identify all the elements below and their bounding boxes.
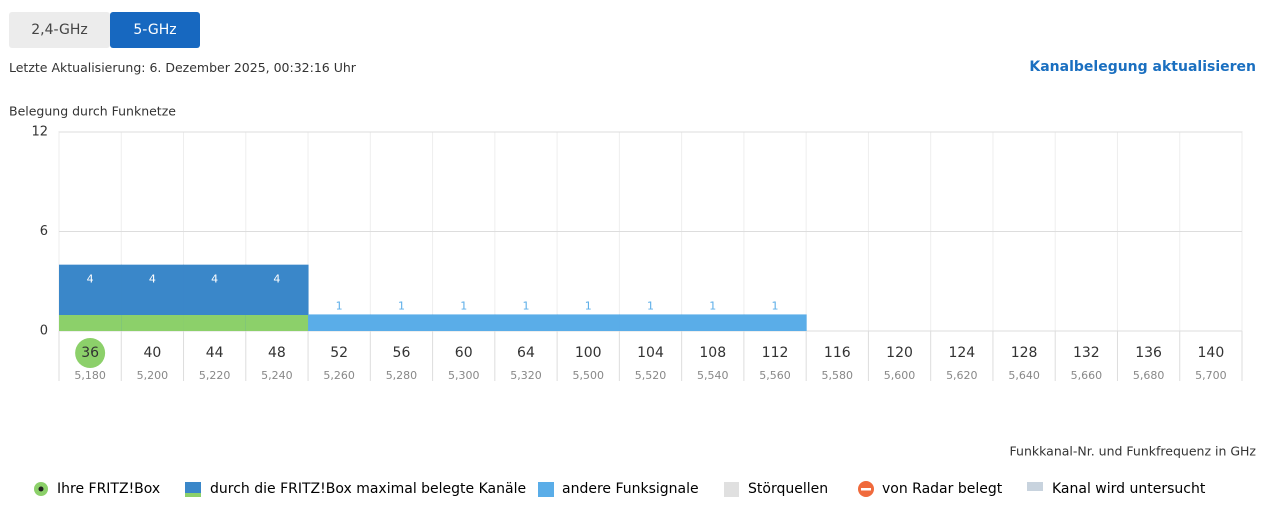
- value-label: 1: [709, 299, 716, 312]
- legend-icon: [38, 486, 44, 492]
- frequency-label: 5,200: [137, 369, 169, 382]
- x-tick-label: 40: [143, 345, 161, 361]
- frequency-label: 5,680: [1133, 369, 1165, 382]
- frequency-label: 5,240: [261, 369, 293, 382]
- tab[interactable]: 5-GHz: [110, 12, 200, 48]
- bar: [370, 314, 434, 331]
- y-tick-label: 12: [31, 125, 48, 140]
- frequency-label: 5,500: [572, 369, 604, 382]
- bar-base: [59, 315, 122, 331]
- frequency-label: 5,220: [199, 369, 231, 382]
- y-tick-label: 6: [40, 224, 48, 239]
- value-label: 4: [87, 273, 94, 286]
- bar: [619, 314, 683, 331]
- bar-base: [121, 315, 185, 331]
- frequency-label: 5,520: [635, 369, 667, 382]
- x-tick-label: 116: [824, 345, 851, 361]
- x-tick-label: 140: [1198, 345, 1225, 361]
- bar-base: [245, 315, 309, 331]
- x-tick-label: 136: [1135, 345, 1162, 361]
- x-tick-label: 64: [517, 345, 535, 361]
- value-label: 1: [772, 299, 779, 312]
- frequency-label: 5,300: [448, 369, 480, 382]
- refresh-link[interactable]: Kanalbelegung aktualisieren: [1029, 59, 1256, 75]
- bar: [557, 314, 620, 331]
- legend-icon: [185, 493, 201, 497]
- bar: [432, 314, 496, 331]
- x-tick-label: 128: [1011, 345, 1038, 361]
- y-axis-label: Belegung durch Funknetze: [9, 104, 176, 119]
- legend-label: Störquellen: [748, 481, 828, 497]
- value-label: 1: [398, 299, 405, 312]
- x-tick-label: 48: [268, 345, 286, 361]
- frequency-label: 5,560: [759, 369, 791, 382]
- value-label: 4: [149, 273, 156, 286]
- x-tick-label: 36: [81, 345, 99, 361]
- frequency-label: 5,320: [510, 369, 542, 382]
- value-label: 1: [522, 299, 529, 312]
- frequency-label: 5,660: [1071, 369, 1103, 382]
- frequency-label: 5,580: [822, 369, 854, 382]
- value-label: 1: [585, 299, 592, 312]
- x-tick-label: 112: [762, 345, 789, 361]
- legend-label: durch die FRITZ!Box maximal belegte Kanä…: [210, 481, 526, 497]
- x-tick-label: 52: [330, 345, 348, 361]
- frequency-label: 5,540: [697, 369, 729, 382]
- legend-icon: [185, 482, 201, 493]
- frequency-label: 5,280: [386, 369, 418, 382]
- x-axis-label: Funkkanal-Nr. und Funkfrequenz in GHz: [1010, 444, 1257, 459]
- value-label: 1: [460, 299, 467, 312]
- legend-label: Ihre FRITZ!Box: [57, 481, 160, 497]
- x-tick-label: 44: [206, 345, 224, 361]
- x-tick-label: 108: [699, 345, 726, 361]
- legend-icon: [1027, 482, 1043, 491]
- x-tick-label: 124: [948, 345, 975, 361]
- x-tick-label: 100: [575, 345, 602, 361]
- legend-icon: [538, 482, 554, 497]
- value-label: 4: [273, 273, 280, 286]
- legend-icon: [861, 488, 871, 491]
- legend-icon: [724, 482, 739, 497]
- frequency-label: 5,260: [323, 369, 355, 382]
- bar: [494, 314, 558, 331]
- tab[interactable]: 2,4-GHz: [9, 12, 110, 48]
- frequency-label: 5,700: [1195, 369, 1227, 382]
- bar: [743, 314, 807, 331]
- frequency-label: 5,640: [1008, 369, 1040, 382]
- x-tick-label: 60: [455, 345, 473, 361]
- frequency-label: 5,620: [946, 369, 978, 382]
- own-channel-marker: [75, 338, 106, 368]
- x-tick-label: 56: [393, 345, 411, 361]
- x-tick-label: 120: [886, 345, 913, 361]
- bar: [308, 314, 371, 331]
- y-tick-label: 0: [40, 324, 48, 339]
- frequency-label: 5,180: [74, 369, 106, 382]
- last-update: Letzte Aktualisierung: 6. Dezember 2025,…: [9, 60, 356, 75]
- value-label: 1: [647, 299, 654, 312]
- x-tick-label: 104: [637, 345, 664, 361]
- frequency-label: 5,600: [884, 369, 916, 382]
- bar: [681, 314, 745, 331]
- legend-label: andere Funksignale: [562, 481, 699, 497]
- bar-base: [183, 315, 247, 331]
- value-label: 1: [336, 299, 343, 312]
- value-label: 4: [211, 273, 218, 286]
- x-tick-label: 132: [1073, 345, 1100, 361]
- legend-label: von Radar belegt: [882, 481, 1003, 497]
- legend-label: Kanal wird untersucht: [1052, 481, 1206, 497]
